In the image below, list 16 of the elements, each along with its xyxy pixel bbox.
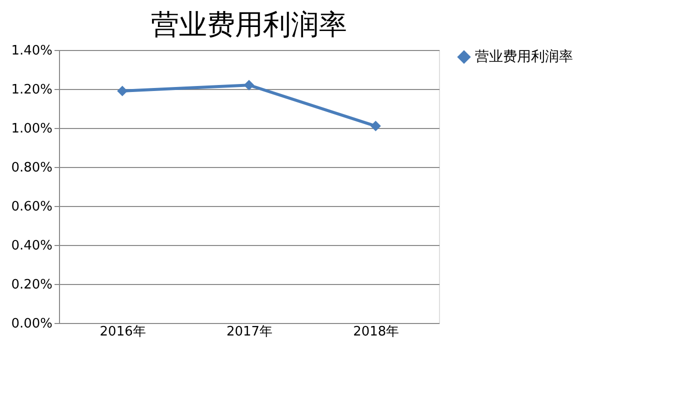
x-tick-label: 2017年	[226, 324, 273, 340]
point	[370, 120, 381, 132]
legend-label: 营业费用利润率	[475, 49, 573, 65]
point	[244, 80, 254, 90]
y-tick-label: 1.20%	[11, 82, 52, 98]
x-tick-label: 2016年	[100, 324, 146, 340]
y-tick-label: 0.20%	[11, 278, 52, 292]
y-tick-label: 1.40%	[11, 44, 52, 58]
y-tick-label: 1.00%	[11, 122, 52, 136]
y-tick-label: 0.40%	[11, 238, 52, 254]
point	[117, 86, 128, 96]
x-tick-label: 2018年	[353, 324, 400, 340]
chart-title: 营业费用利润率	[151, 8, 347, 41]
y-tick-label: 0.00%	[11, 316, 52, 332]
y-tick-label: 0.60%	[11, 200, 52, 214]
y-tick-label: 0.80%	[11, 160, 52, 176]
